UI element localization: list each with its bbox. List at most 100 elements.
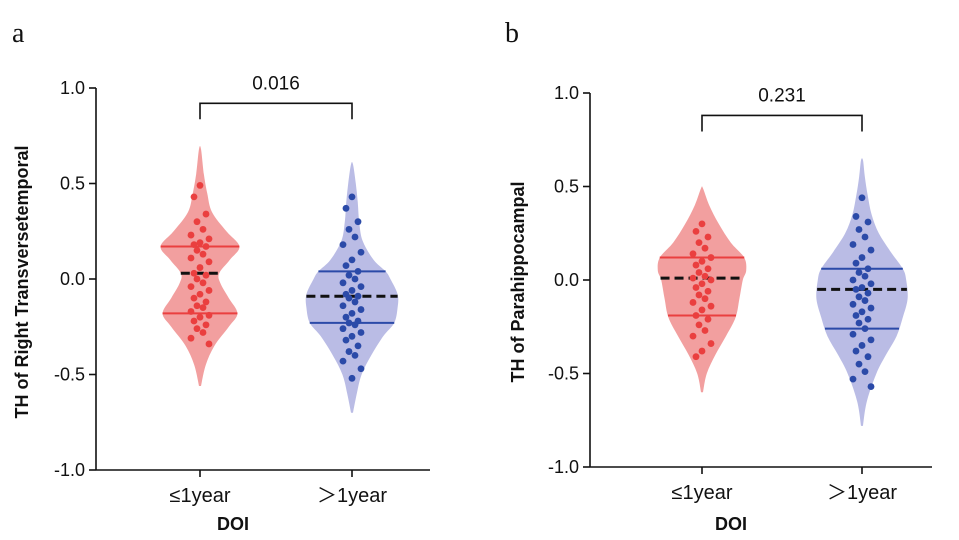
x-category-label: ＞1year	[827, 482, 897, 504]
data-point	[861, 297, 869, 304]
data-point	[855, 226, 863, 233]
data-point	[202, 271, 210, 279]
data-point	[205, 258, 213, 266]
data-point	[348, 256, 356, 264]
data-point	[864, 218, 872, 226]
data-point	[190, 269, 198, 277]
data-point	[707, 340, 715, 347]
x-axis-title: DOI	[217, 514, 249, 534]
data-point	[864, 315, 872, 323]
data-point	[692, 353, 700, 361]
data-point	[867, 336, 875, 344]
data-point	[855, 319, 863, 327]
data-point	[187, 308, 195, 315]
data-point	[852, 259, 860, 267]
y-tick-label: 0.0	[60, 269, 85, 289]
data-point	[357, 365, 365, 373]
data-point	[698, 347, 706, 355]
p-value-label: 0.231	[758, 85, 806, 106]
data-point	[695, 239, 703, 247]
data-point	[849, 276, 857, 284]
violin-group-2	[816, 158, 908, 426]
data-point	[858, 254, 866, 261]
data-point	[199, 279, 207, 287]
data-point	[202, 210, 210, 218]
data-point	[695, 291, 703, 299]
data-point	[193, 275, 201, 283]
data-point	[849, 300, 857, 308]
data-point	[861, 368, 869, 376]
data-point	[852, 312, 860, 319]
data-point	[855, 360, 863, 368]
data-point	[339, 279, 347, 287]
data-point	[348, 193, 356, 201]
data-point	[861, 233, 869, 241]
data-point	[855, 293, 863, 301]
data-point	[849, 375, 857, 383]
data-point	[351, 321, 359, 329]
data-point	[704, 233, 712, 241]
data-point	[345, 319, 353, 327]
violin-shape	[816, 158, 908, 426]
data-point	[205, 235, 213, 243]
data-point	[867, 304, 875, 312]
data-point	[701, 327, 709, 334]
data-point	[345, 348, 353, 355]
data-point	[342, 262, 350, 270]
x-axis-title: DOI	[715, 514, 747, 534]
violin-group-2	[305, 162, 399, 413]
data-point	[698, 280, 706, 288]
data-point	[342, 204, 350, 212]
data-point	[695, 321, 703, 329]
data-point	[357, 306, 365, 313]
data-point	[348, 374, 356, 382]
data-point	[193, 325, 201, 333]
data-point	[858, 194, 866, 202]
data-point	[864, 353, 872, 361]
data-point	[348, 287, 356, 294]
data-point	[849, 330, 857, 338]
data-point	[354, 267, 362, 275]
data-point	[187, 231, 195, 239]
data-point	[193, 246, 201, 254]
significance-bracket	[701, 114, 863, 132]
y-tick-label: -1.0	[548, 457, 579, 477]
y-tick-label: 0.0	[554, 270, 579, 290]
y-axis-title: TH of Right Transversetemporal	[12, 145, 32, 418]
panel-letter: b	[505, 18, 519, 49]
data-point	[701, 295, 709, 303]
data-point	[348, 332, 356, 340]
data-point	[357, 329, 365, 336]
y-tick-label: -1.0	[54, 460, 85, 480]
data-point	[339, 325, 347, 333]
data-point	[707, 302, 715, 310]
y-tick-label: 1.0	[60, 78, 85, 98]
data-point	[196, 313, 204, 321]
data-point	[351, 352, 359, 359]
data-point	[701, 244, 709, 252]
data-point	[354, 292, 362, 300]
data-point	[707, 276, 715, 284]
data-point	[339, 302, 347, 310]
data-point	[339, 357, 347, 365]
data-point	[199, 304, 207, 312]
data-point	[689, 250, 697, 258]
data-point	[345, 225, 353, 233]
violin-shape	[657, 186, 747, 393]
data-point	[852, 347, 860, 355]
data-point	[858, 284, 866, 291]
data-point	[199, 250, 207, 258]
data-point	[867, 246, 875, 254]
data-point	[190, 294, 198, 302]
data-point	[205, 287, 213, 294]
data-point	[704, 287, 712, 295]
data-point	[707, 254, 715, 261]
data-point	[202, 243, 210, 250]
significance-bracket	[199, 102, 353, 120]
data-point	[342, 336, 350, 344]
data-point	[196, 264, 204, 271]
data-point	[695, 269, 703, 276]
data-point	[354, 342, 362, 350]
data-point	[692, 312, 700, 319]
